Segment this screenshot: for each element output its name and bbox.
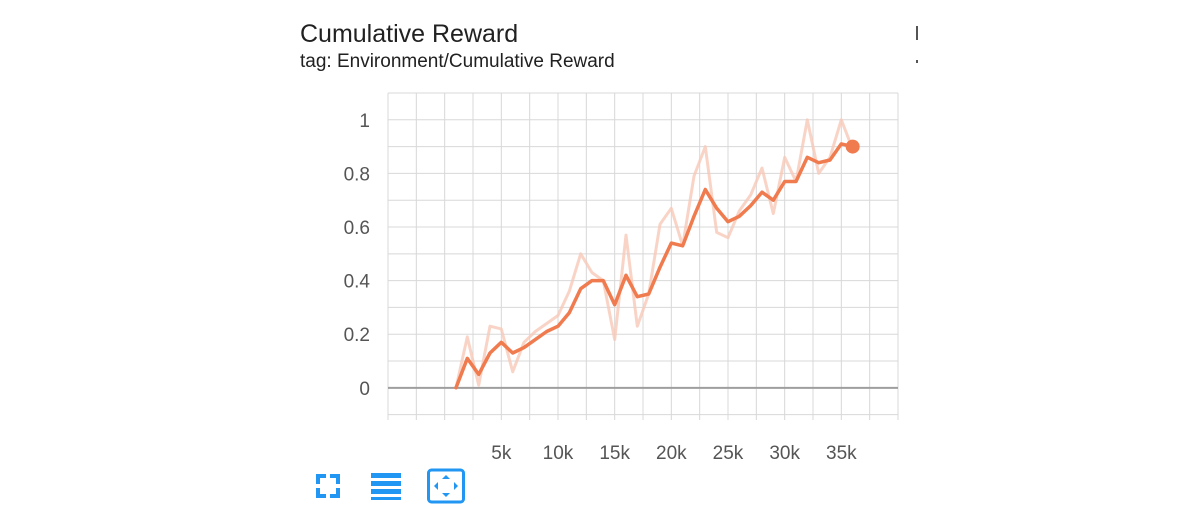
y-tick-label: 0.4 [344,272,371,293]
x-tick-label: 25k [713,443,744,463]
x-tick-label: 15k [599,443,630,463]
x-tick-label: 30k [769,443,800,463]
chart-tag: tag: Environment/Cumulative Reward [300,51,615,72]
fit-domain-button[interactable] [426,466,466,506]
smoothed-series-line [454,142,855,390]
y-tick-label: 1 [359,111,370,132]
chart-card: Cumulative Reward tag: Environment/Cumul… [300,18,920,518]
data-table-icon [371,473,401,500]
x-tick-label: 35k [826,443,857,463]
last-point-marker [845,139,860,154]
x-tick-label: 5k [491,443,512,463]
y-tick-label: 0 [359,379,370,400]
scroll-edge-bottom [916,60,918,63]
expand-button[interactable] [308,466,348,506]
toggle-data-table-button[interactable] [366,466,406,506]
fit-domain-icon [427,468,465,504]
chart-title: Cumulative Reward [300,20,519,48]
y-tick-label: 0.8 [344,164,370,185]
y-tick-label: 0.2 [344,325,370,346]
expand-icon [316,474,340,498]
x-tick-label: 20k [656,443,687,463]
x-tick-label: 10k [543,443,574,463]
y-tick-label: 0.6 [344,218,370,239]
scroll-edge-top [916,26,918,40]
